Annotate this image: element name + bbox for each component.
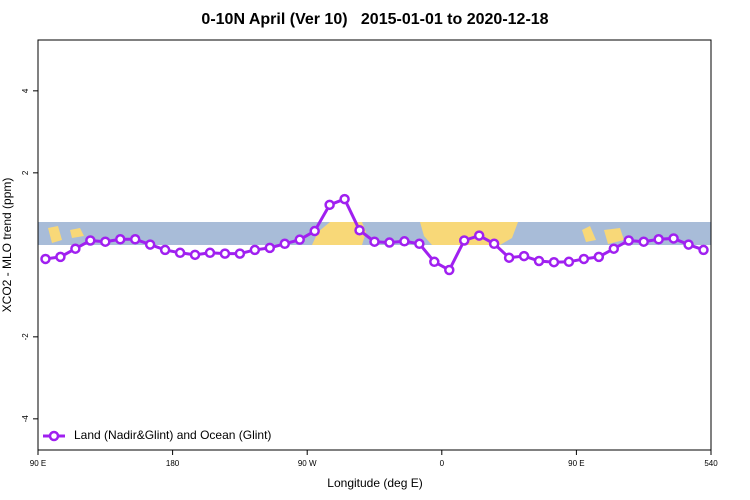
point (204, 247, 216, 259)
point (55, 251, 66, 263)
point (189, 249, 201, 261)
point (608, 243, 620, 254)
y-tick-label: 2 (21, 170, 30, 175)
point (593, 251, 605, 263)
point (279, 238, 291, 250)
point (339, 193, 350, 205)
point (548, 256, 560, 268)
point (638, 236, 649, 247)
x-tick-label: 540 (704, 459, 718, 468)
point (683, 239, 694, 250)
x-tick-label: 90 E (568, 459, 584, 468)
point (473, 230, 485, 241)
chart-title: 0-10N April (Ver 10) 2015-01-01 to 2020-… (201, 11, 548, 28)
map-band (38, 222, 711, 245)
x-tick-label: 180 (166, 459, 180, 468)
point (159, 244, 171, 256)
point (518, 250, 530, 262)
point (444, 264, 455, 276)
point (249, 244, 261, 256)
point (369, 236, 380, 247)
legend-label: Land (Nadir&Glint) and Ocean (Glint) (74, 428, 271, 442)
point (219, 248, 231, 259)
point (563, 256, 575, 268)
point (384, 237, 395, 248)
point (399, 236, 410, 247)
point (234, 248, 246, 259)
point (294, 234, 305, 245)
y-tick-label: -2 (21, 333, 30, 341)
point (264, 242, 276, 254)
point (488, 238, 500, 250)
point (668, 233, 679, 244)
point (354, 224, 365, 236)
x-tick-label: 90 W (298, 459, 317, 468)
x-tick-label: 90 E (30, 459, 46, 468)
point (40, 253, 51, 265)
point (70, 243, 81, 254)
point (414, 238, 425, 250)
point (503, 252, 515, 263)
x-tick-label: 0 (440, 459, 445, 468)
plot-frame (37, 39, 712, 451)
point (623, 235, 634, 246)
point (174, 247, 186, 259)
point (129, 234, 141, 245)
point (458, 235, 470, 246)
point (324, 199, 335, 211)
x-axis-label: Longitude (deg E) (327, 476, 422, 490)
point (85, 235, 96, 246)
point (115, 234, 126, 245)
point (100, 236, 111, 247)
point (533, 255, 545, 267)
y-axis-label: XCO2 - MLO trend (ppm) (0, 178, 14, 313)
point (578, 253, 590, 265)
legend-marker (48, 430, 60, 442)
y-tick-label: -4 (21, 415, 30, 423)
point (653, 234, 664, 245)
point (698, 244, 709, 256)
y-tick-label: 4 (21, 88, 30, 93)
point (309, 225, 320, 237)
point (429, 256, 440, 268)
point (144, 239, 156, 250)
